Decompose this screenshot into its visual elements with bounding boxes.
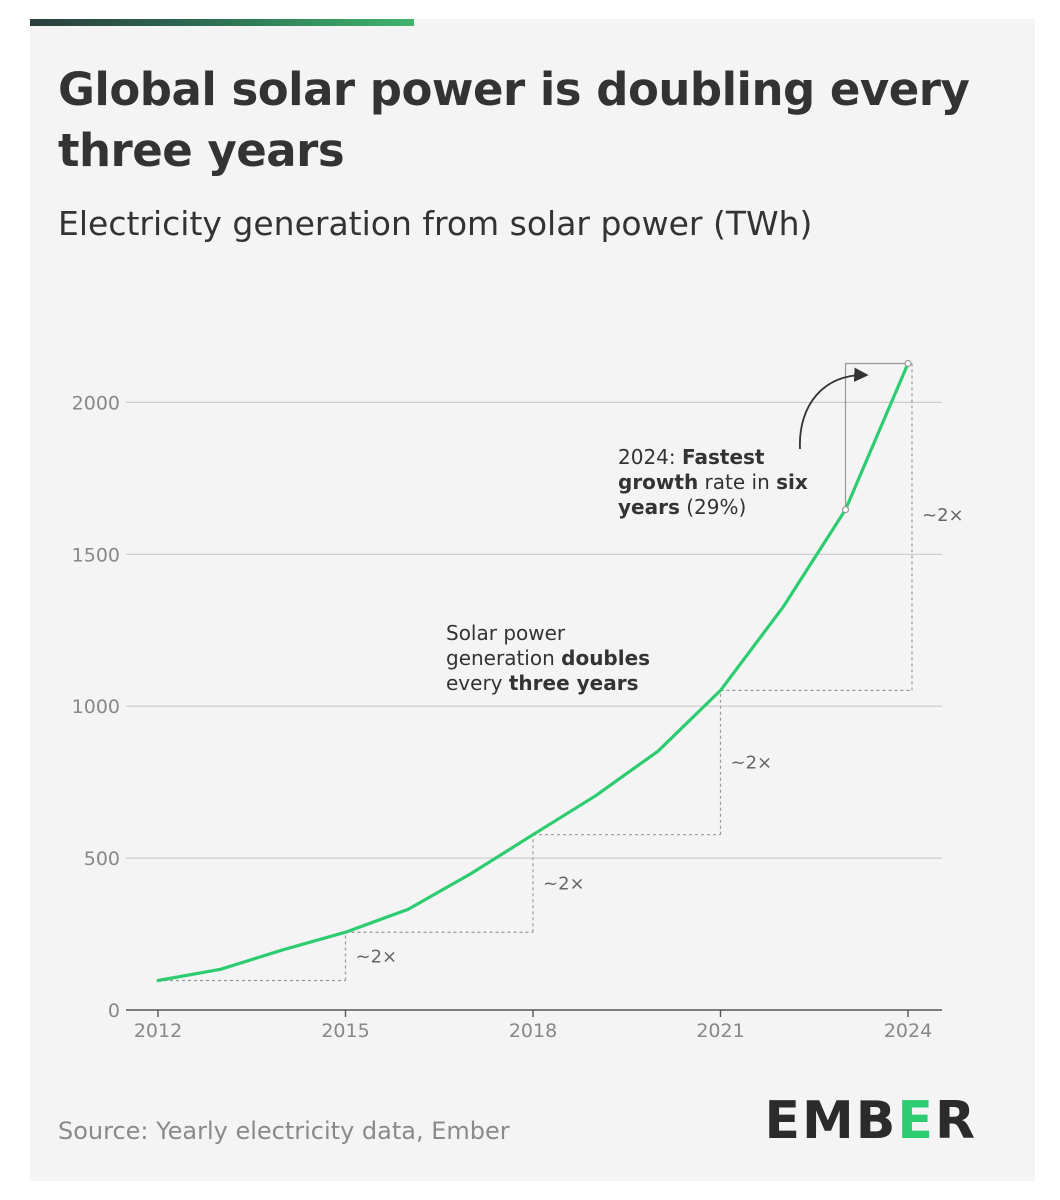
y-tick-label: 1000: [72, 696, 120, 718]
logo-letter: R: [934, 1091, 977, 1151]
annotations: Solar power generation doubles every three…: [446, 359, 912, 695]
solar-generation-line: [156, 361, 910, 983]
chart-subtitle: Electricity generation from solar power …: [58, 204, 813, 243]
y-tick-label: 0: [108, 1000, 120, 1022]
y-tick-label: 500: [84, 848, 120, 870]
annotation-fastest: 2024: Fastest growth rate in six years (29…: [618, 445, 808, 519]
axis-layer: 0 500 1000 1500 2000 2012 2015 2018 2021 2024: [72, 392, 942, 1042]
step-label: ~2×: [356, 946, 398, 967]
logo-accent-letter: E: [897, 1091, 935, 1151]
step-label: ~2×: [543, 873, 585, 894]
annotation-arrow: [799, 367, 869, 450]
accent-bar: [30, 19, 414, 26]
x-tick-label: 2012: [134, 1020, 182, 1042]
logo-letter: B: [855, 1091, 898, 1151]
logo-letter: E: [764, 1091, 803, 1151]
y-tick-label: 2000: [72, 392, 120, 414]
logo-letter: M: [802, 1091, 856, 1151]
chart-card: Global solar power is doubling every thr…: [30, 19, 1035, 1181]
x-tick-label: 2024: [884, 1020, 932, 1042]
x-tick-label: 2021: [696, 1020, 744, 1042]
x-tick-label: 2015: [321, 1020, 369, 1042]
doubling-steps: ~2× ~2× ~2× ~2×: [158, 363, 964, 982]
growth-bracket: [844, 362, 908, 510]
point-2024-marker: [904, 359, 912, 368]
y-tick-label: 1500: [72, 544, 120, 566]
annotation-doubling: Solar power generation doubles every three…: [446, 621, 650, 695]
source-note: Source: Yearly electricity data, Ember: [58, 1117, 510, 1145]
line-chart: ~2× ~2× ~2× ~2× Solar power generation doubl…: [72, 359, 964, 1042]
x-tick-label: 2018: [509, 1020, 557, 1042]
step-label: ~2×: [922, 505, 964, 526]
point-2023-marker: [841, 506, 850, 514]
grid-layer: [126, 401, 942, 859]
step-label: ~2×: [731, 753, 773, 774]
chart-title: Global solar power is doubling every thr…: [58, 63, 970, 177]
series-layer: [156, 361, 910, 983]
